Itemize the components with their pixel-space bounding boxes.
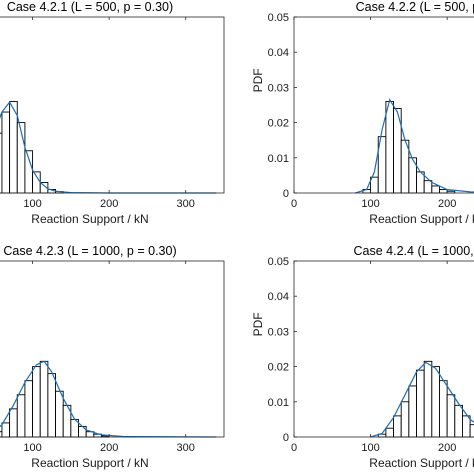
x-tick-label: 100 <box>361 442 379 454</box>
histogram-bar <box>431 366 440 438</box>
histogram-bar <box>39 360 49 438</box>
histogram-bar <box>439 189 448 194</box>
histogram-bar <box>462 415 471 438</box>
x-tick-label: 200 <box>438 198 456 210</box>
y-tick-label: 0.05 <box>268 256 289 268</box>
histogram-bar <box>423 180 433 194</box>
x-tick-label: 300 <box>177 442 195 454</box>
y-tick-label: 0 <box>283 432 289 444</box>
y-tick-label: 0.03 <box>268 82 289 94</box>
histogram-bar <box>32 366 41 438</box>
histogram-bar <box>385 427 394 438</box>
histogram-bar <box>393 415 402 438</box>
x-tick-label: 200 <box>438 442 456 454</box>
axes-frame <box>293 16 474 194</box>
panel-2: 0 100 200 0 0.01 0.02 0.03 0.04 0.05 Case 4.2.2 (… <box>251 0 474 226</box>
y-tick-label: 0.01 <box>268 397 289 409</box>
fit-curve <box>355 98 474 194</box>
histogram-bar <box>24 380 34 438</box>
x-axis-label: Reaction Support / kN <box>369 456 474 470</box>
histogram-bar <box>1 111 11 194</box>
panel-title: Case 4.2.2 (L = 500, p = 0 <box>356 0 474 14</box>
axes-frame <box>0 16 225 194</box>
y-axis-label: PDF <box>251 68 265 92</box>
fit-curve <box>0 101 217 194</box>
histogram-bar <box>400 401 410 438</box>
y-tick-label: 0.04 <box>268 47 289 59</box>
x-tick-label: 0 <box>291 442 297 454</box>
x-tick-label: 100 <box>23 442 41 454</box>
histogram-bar <box>439 380 448 438</box>
fit-curve <box>370 361 474 438</box>
panel-title: Case 4.2.4 (L = 1000, p = ( <box>354 244 474 258</box>
y-tick-label: 0.02 <box>268 362 289 374</box>
x-tick-label: 100 <box>23 198 41 210</box>
histogram-bar <box>408 385 417 438</box>
axes-frame <box>293 260 474 438</box>
x-tick-label: 200 <box>100 442 118 454</box>
histogram-bar <box>9 408 18 438</box>
histogram-bar <box>47 373 56 438</box>
histogram-bar <box>423 360 433 438</box>
histogram-bar <box>9 101 18 194</box>
x-tick-label: 200 <box>100 198 118 210</box>
x-axis-label: Reaction Support / kN <box>31 212 148 226</box>
y-tick-label: 0.05 <box>268 12 289 24</box>
y-tick-label: 0.02 <box>268 118 289 130</box>
x-tick-label: 100 <box>361 198 379 210</box>
y-tick-label: 0 <box>283 188 289 200</box>
y-tick-label: 0.04 <box>268 291 289 303</box>
histogram-bar <box>55 390 64 438</box>
histogram-bar <box>446 394 456 438</box>
panel-3: 100 200 300 Case 4.2.3 (L = 1000, p = 0.30)… <box>0 244 225 470</box>
histogram-bar <box>370 176 379 194</box>
axes-frame <box>0 260 225 438</box>
histogram-bar <box>454 404 463 438</box>
x-tick-label: 0 <box>291 198 297 210</box>
x-axis-label: Reaction Support / kN <box>369 212 474 226</box>
fit-curve <box>0 360 217 438</box>
histogram-bar <box>416 369 425 438</box>
panel-1: 100 200 300 Case 4.2.1 (L = 500, p = 0.30) R… <box>0 0 225 226</box>
histogram-bar <box>1 422 11 438</box>
y-tick-label: 0.03 <box>268 326 289 338</box>
histogram-bar <box>469 424 474 438</box>
y-axis-label: PDF <box>251 312 265 336</box>
histogram-bar <box>385 101 394 194</box>
histogram-bar <box>431 185 440 194</box>
x-axis-label: Reaction Support / kN <box>31 456 148 470</box>
panel-title: Case 4.2.1 (L = 500, p = 0.30) <box>7 0 173 14</box>
panel-title: Case 4.2.3 (L = 1000, p = 0.30) <box>3 244 176 258</box>
panel-4: 0 100 200 0 0.01 0.02 0.03 0.04 0.05 Case 4.2.4 (… <box>251 244 474 470</box>
histogram-bar <box>78 425 87 438</box>
plot-area <box>0 17 224 193</box>
x-tick-label: 300 <box>177 198 195 210</box>
y-tick-label: 0.01 <box>268 153 289 165</box>
histogram-bar <box>16 394 26 438</box>
histogram-bar <box>32 171 41 194</box>
